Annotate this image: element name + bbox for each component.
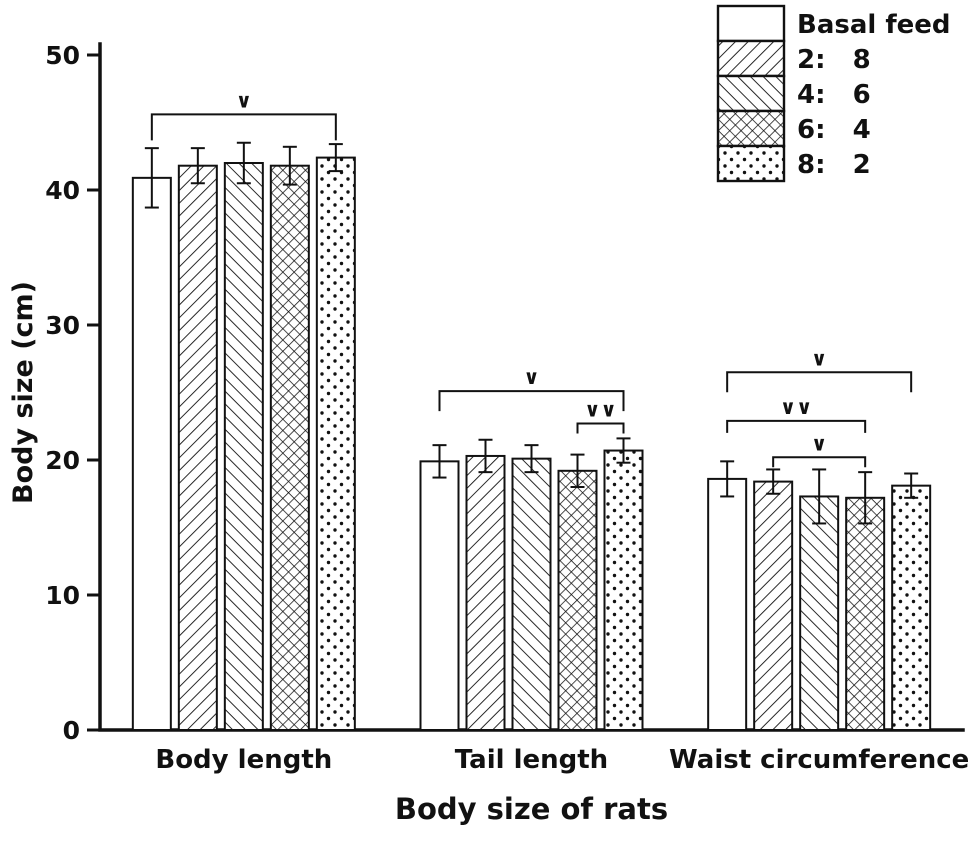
significance-label: ∨: [523, 365, 539, 389]
significance-label: ∨: [236, 88, 252, 112]
legend-swatch: [716, 4, 786, 43]
bar: [419, 460, 460, 731]
y-tick-label: 30: [45, 311, 80, 340]
significance-bracket: [772, 456, 867, 468]
bar: [845, 496, 886, 731]
y-tick-label: 20: [45, 446, 80, 475]
legend-swatch: [716, 144, 786, 183]
legend-label: 2: 8: [797, 45, 871, 75]
bar: [269, 164, 310, 731]
bar: [603, 449, 644, 731]
bar: [799, 495, 840, 732]
bar: [131, 176, 172, 732]
y-tick-label: 0: [63, 716, 80, 745]
category-label: Waist circumference: [669, 745, 969, 775]
bar: [707, 477, 748, 731]
significance-bracket: [576, 422, 625, 434]
bar: [315, 156, 356, 732]
legend-label: 6: 4: [797, 115, 871, 145]
category-label: Body length: [155, 745, 332, 775]
significance-label: ∨∨: [780, 395, 812, 419]
significance-bracket: [726, 371, 913, 393]
category-label: Tail length: [455, 745, 608, 775]
significance-bracket: [726, 419, 867, 433]
bar: [753, 480, 794, 731]
significance-bracket: [150, 113, 337, 141]
significance-bracket: [438, 390, 625, 412]
significance-label: ∨: [811, 431, 827, 455]
bar: [891, 484, 932, 731]
y-tick-label: 40: [45, 176, 80, 205]
legend-label: Basal feed: [797, 10, 951, 40]
legend-label: 4: 6: [797, 80, 871, 110]
legend-swatch: [716, 109, 786, 148]
y-tick-label: 10: [45, 581, 80, 610]
bar: [177, 164, 218, 731]
bar: [465, 454, 506, 731]
legend-label: 8: 2: [797, 150, 871, 180]
bar: [557, 469, 598, 731]
significance-label: ∨: [811, 346, 827, 370]
y-axis-label: Body size (cm): [8, 281, 39, 504]
chart-title: Body size of rats: [394, 792, 669, 826]
significance-label: ∨∨: [584, 398, 616, 422]
legend-swatch: [716, 39, 786, 78]
y-tick-label: 50: [45, 41, 80, 70]
legend-swatch: [716, 74, 786, 113]
bar: [223, 162, 264, 731]
bar: [511, 457, 552, 731]
